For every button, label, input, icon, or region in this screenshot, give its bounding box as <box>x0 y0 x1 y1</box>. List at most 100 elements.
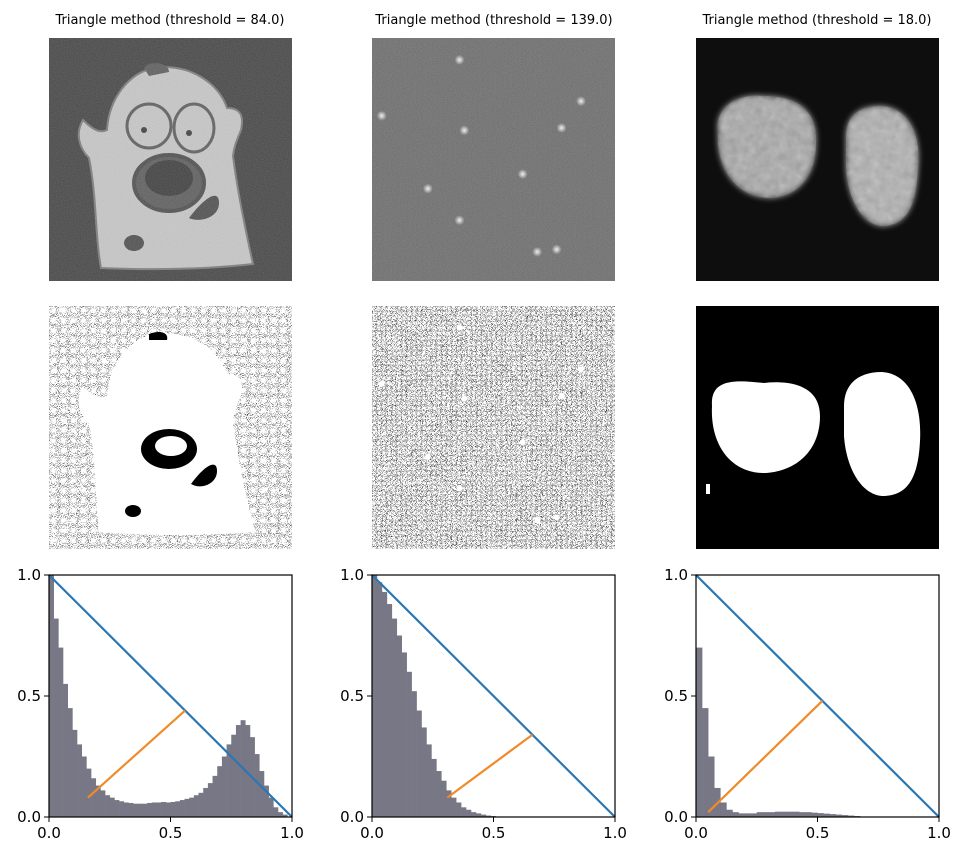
histogram-bar <box>100 790 106 817</box>
histogram-bar <box>128 802 134 817</box>
mask-spot <box>553 514 560 521</box>
histogram-bar <box>198 792 204 817</box>
mask-spot <box>534 516 541 523</box>
x-tick-label: 0.0 <box>360 824 384 842</box>
histogram-bar <box>823 813 830 817</box>
bright-spot <box>422 183 433 194</box>
histogram-bar <box>829 814 837 817</box>
histogram-bar <box>841 815 849 817</box>
histogram-bar <box>119 801 125 817</box>
histogram-bar <box>137 803 143 817</box>
panel-title-col1: Triangle method (threshold = 84.0) <box>55 13 285 28</box>
histogram-bar <box>77 744 83 817</box>
histogram-bar <box>235 725 241 817</box>
histogram-bar <box>768 812 776 817</box>
mask-spot <box>519 439 526 446</box>
x-tick-label: 0.0 <box>684 824 708 842</box>
bright-spot <box>532 246 543 257</box>
histogram-bar <box>431 758 437 817</box>
y-tick-label: 0.0 <box>664 808 688 826</box>
histogram-bar <box>165 802 171 817</box>
histogram-bar <box>273 807 279 817</box>
original-image-spots <box>372 38 615 281</box>
histogram-bar <box>762 812 770 817</box>
mask-spot <box>378 380 385 387</box>
histogram-bar <box>114 800 120 817</box>
histogram-bar <box>787 811 794 817</box>
y-tick-label: 0.0 <box>17 808 41 826</box>
x-tick-label: 1.0 <box>927 824 951 842</box>
histogram-bar <box>86 768 92 817</box>
histogram-bar <box>147 802 153 817</box>
x-tick-label: 1.0 <box>280 824 304 842</box>
histogram-bar <box>53 618 59 817</box>
histogram-bar <box>426 744 432 817</box>
mask-spot <box>456 485 463 492</box>
histogram-bar <box>396 635 402 817</box>
histogram-bar <box>480 814 487 817</box>
mask-image-nuclei <box>696 306 939 549</box>
histogram-bar <box>391 618 398 817</box>
histogram-bar <box>193 795 199 817</box>
histogram-bar <box>372 575 378 817</box>
histogram-bar <box>179 800 185 817</box>
histogram-bar <box>170 801 176 817</box>
histogram-bar <box>381 591 388 817</box>
histogram-bar <box>81 756 87 817</box>
y-tick-label: 1.0 <box>340 566 364 584</box>
threshold-line <box>87 709 186 799</box>
bright-spot <box>459 125 470 136</box>
histogram-bar <box>436 771 442 817</box>
histogram-bar <box>156 802 162 817</box>
histogram-bar <box>95 785 101 817</box>
histogram-bar <box>63 683 68 817</box>
triangle-line <box>695 574 940 818</box>
histogram-bar <box>203 787 209 817</box>
x-tick-label: 0.5 <box>482 824 506 842</box>
threshold-line <box>446 733 534 799</box>
histogram-bar <box>811 812 818 817</box>
histogram-bar <box>184 798 190 817</box>
bright-spot <box>517 169 528 180</box>
histogram-bar <box>817 813 824 817</box>
histogram-plot-camera: 0.0 0.5 1.0 0.0 0.5 1.0 <box>17 566 304 842</box>
histogram-bars <box>49 575 288 817</box>
histogram-bar <box>726 809 733 817</box>
original-image-nuclei <box>696 38 939 281</box>
histogram-bar <box>781 811 788 817</box>
bright-spot <box>575 96 586 107</box>
x-tick-label: 0.5 <box>806 824 830 842</box>
mask-image-spots <box>372 306 615 549</box>
histogram-bar <box>471 812 477 817</box>
histogram-bar <box>732 812 739 817</box>
panel-title-col3: Triangle method (threshold = 18.0) <box>702 13 932 28</box>
histogram-bar <box>456 802 462 817</box>
histogram-bar <box>277 812 283 817</box>
histogram-bar <box>441 780 447 817</box>
mask-spot <box>577 366 584 373</box>
mask-spot <box>424 453 431 460</box>
histogram-bar <box>67 708 73 817</box>
histogram-bar <box>189 797 195 817</box>
histogram-bar <box>475 813 482 817</box>
histogram-bar <box>461 807 467 817</box>
histogram-plot-spots: 0.0 0.5 1.0 0.0 0.5 1.0 <box>340 566 627 842</box>
histogram-bar <box>245 725 251 817</box>
histogram-bar <box>793 811 800 817</box>
histogram-bar <box>738 813 745 817</box>
histogram-bar <box>406 671 412 817</box>
histogram-bar <box>161 801 167 817</box>
histogram-bar <box>805 812 812 817</box>
histogram-bar <box>91 778 97 817</box>
histogram-bar <box>835 814 843 817</box>
y-tick-label: 0.5 <box>664 687 688 705</box>
histogram-bar <box>105 795 111 817</box>
histogram-bar <box>109 797 115 817</box>
histogram-bar <box>847 815 855 817</box>
mask-spot <box>456 324 463 331</box>
histogram-bar <box>401 652 407 817</box>
histogram-bar <box>72 729 78 817</box>
histogram-bar <box>175 801 181 817</box>
histogram-bar <box>376 582 383 817</box>
histogram-bar <box>123 802 129 817</box>
